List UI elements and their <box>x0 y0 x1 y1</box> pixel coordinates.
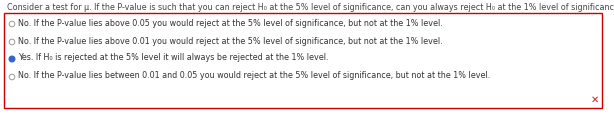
Text: No. If the P-value lies above 0.05 you would reject at the 5% level of significa: No. If the P-value lies above 0.05 you w… <box>18 18 443 27</box>
Circle shape <box>9 21 15 27</box>
Circle shape <box>9 39 15 45</box>
Text: ✕: ✕ <box>591 95 599 105</box>
Circle shape <box>9 56 15 62</box>
FancyBboxPatch shape <box>4 13 602 108</box>
Text: No. If the P-value lies between 0.01 and 0.05 you would reject at the 5% level o: No. If the P-value lies between 0.01 and… <box>18 72 490 81</box>
Text: Consider a test for μ. If the P-value is such that you can reject H₀ at the 5% l: Consider a test for μ. If the P-value is… <box>7 3 614 12</box>
Text: Yes. If H₀ is rejected at the 5% level it will always be rejected at the 1% leve: Yes. If H₀ is rejected at the 5% level i… <box>18 54 328 63</box>
Circle shape <box>9 74 15 80</box>
Text: No. If the P-value lies above 0.01 you would reject at the 5% level of significa: No. If the P-value lies above 0.01 you w… <box>18 36 443 45</box>
